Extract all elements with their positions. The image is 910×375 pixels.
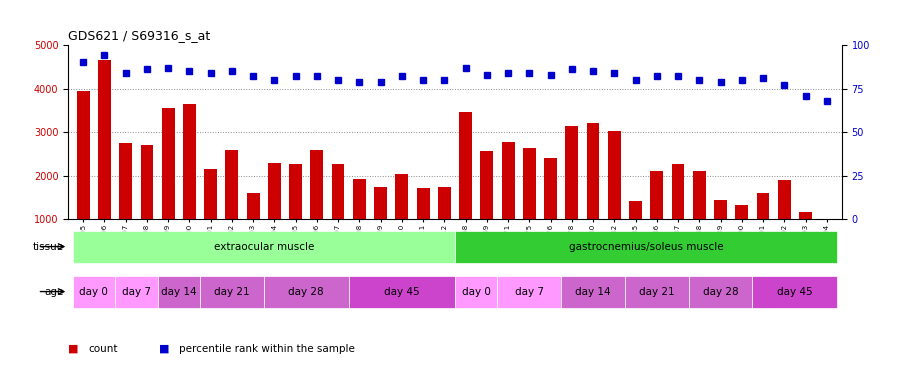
Bar <box>501 142 514 263</box>
Text: day 0: day 0 <box>79 286 108 297</box>
Bar <box>608 131 621 263</box>
Bar <box>374 187 387 263</box>
Bar <box>587 123 600 263</box>
Bar <box>821 219 834 263</box>
Bar <box>523 148 536 263</box>
Bar <box>396 174 409 263</box>
Bar <box>757 193 770 263</box>
Text: day 45: day 45 <box>777 286 813 297</box>
Bar <box>73 231 455 262</box>
Text: day 14: day 14 <box>161 286 197 297</box>
Bar <box>226 150 238 263</box>
Bar <box>247 193 259 263</box>
Bar <box>349 276 455 308</box>
Bar <box>498 276 561 308</box>
Text: tissue: tissue <box>33 242 64 252</box>
Bar <box>455 231 837 262</box>
Bar <box>544 158 557 263</box>
Bar <box>753 276 837 308</box>
Text: day 21: day 21 <box>639 286 674 297</box>
Text: gastrocnemius/soleus muscle: gastrocnemius/soleus muscle <box>569 242 723 252</box>
Bar <box>162 108 175 263</box>
Text: day 0: day 0 <box>461 286 490 297</box>
Text: day 28: day 28 <box>288 286 324 297</box>
Bar <box>714 200 727 263</box>
Bar <box>73 276 115 308</box>
Bar <box>651 171 663 263</box>
Text: ■: ■ <box>158 344 169 354</box>
Bar <box>289 164 302 263</box>
Text: day 21: day 21 <box>214 286 249 297</box>
Text: count: count <box>88 344 117 354</box>
Bar <box>438 187 450 263</box>
Text: day 45: day 45 <box>384 286 420 297</box>
Bar <box>76 91 89 263</box>
Bar <box>629 201 642 263</box>
Bar <box>693 171 706 263</box>
Bar <box>460 112 472 263</box>
Text: age: age <box>45 286 64 297</box>
Bar <box>310 150 323 263</box>
Bar <box>353 179 366 263</box>
Bar <box>183 104 196 263</box>
Text: extraocular muscle: extraocular muscle <box>214 242 314 252</box>
Bar <box>480 152 493 263</box>
Bar <box>204 169 217 263</box>
Text: ■: ■ <box>68 344 79 354</box>
Bar <box>200 276 264 308</box>
Bar <box>157 276 200 308</box>
Text: percentile rank within the sample: percentile rank within the sample <box>178 344 355 354</box>
Bar <box>268 163 281 263</box>
Text: GDS621 / S69316_s_at: GDS621 / S69316_s_at <box>68 30 210 42</box>
Bar <box>332 164 345 263</box>
Bar <box>115 276 157 308</box>
Bar <box>689 276 753 308</box>
Bar <box>672 164 684 263</box>
Text: day 7: day 7 <box>122 286 151 297</box>
Bar <box>417 188 430 263</box>
Bar <box>735 206 748 263</box>
Bar <box>98 60 111 263</box>
Bar <box>140 145 153 263</box>
Text: day 7: day 7 <box>515 286 544 297</box>
Text: day 14: day 14 <box>575 286 611 297</box>
Bar <box>455 276 498 308</box>
Bar <box>561 276 625 308</box>
Text: day 28: day 28 <box>703 286 738 297</box>
Bar <box>778 180 791 263</box>
Bar <box>565 126 578 263</box>
Bar <box>625 276 689 308</box>
Bar <box>799 212 812 263</box>
Bar <box>119 143 132 263</box>
Bar <box>264 276 349 308</box>
